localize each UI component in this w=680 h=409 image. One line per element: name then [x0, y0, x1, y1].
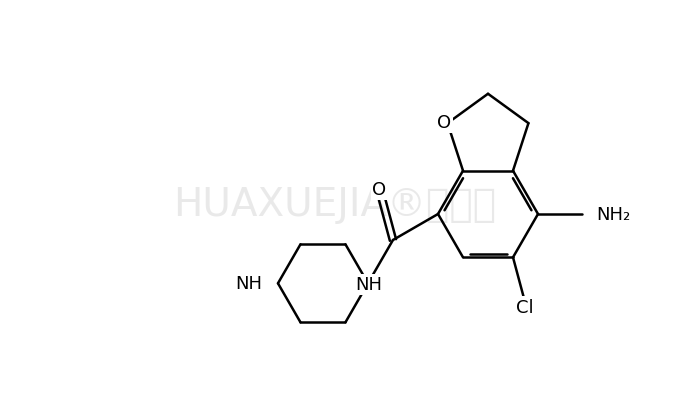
- Text: HUAXUEJIA®化学加: HUAXUEJIA®化学加: [173, 186, 496, 223]
- Text: NH: NH: [356, 276, 382, 294]
- Text: Cl: Cl: [516, 298, 534, 316]
- Text: O: O: [437, 114, 452, 132]
- Text: O: O: [372, 181, 386, 199]
- Text: NH₂: NH₂: [596, 205, 630, 223]
- Text: NH: NH: [235, 274, 262, 292]
